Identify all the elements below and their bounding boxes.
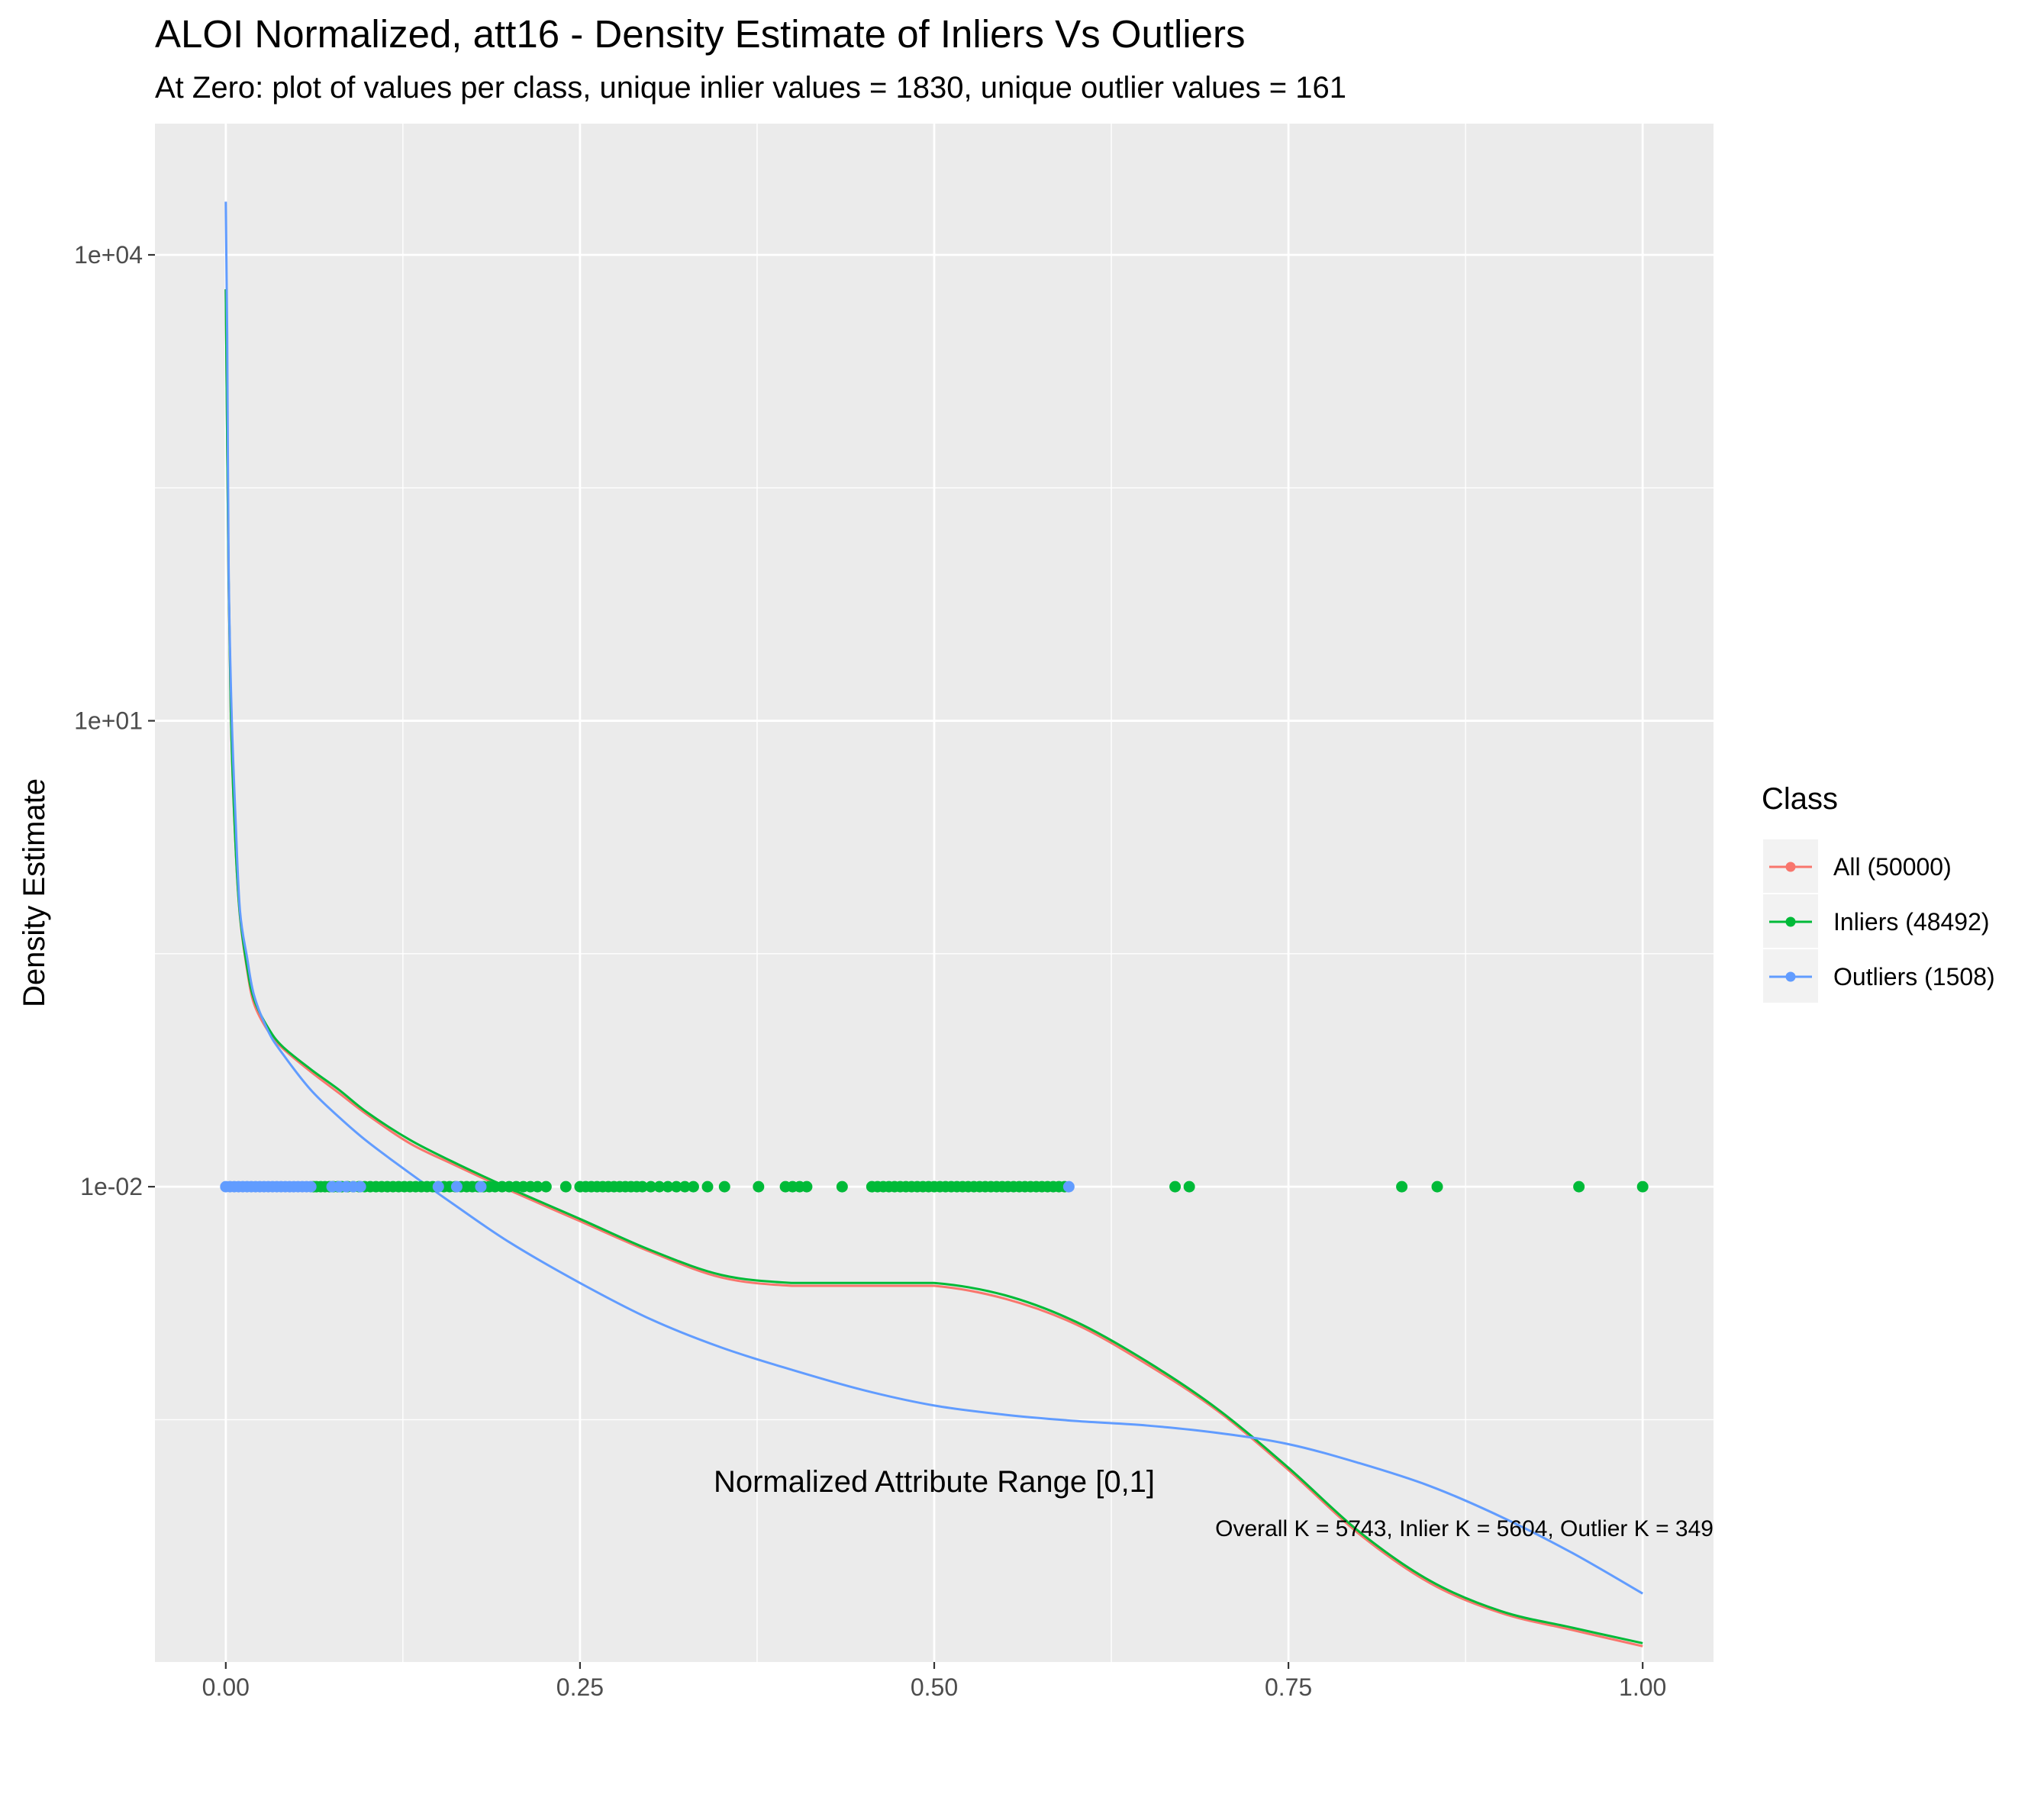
x-tick-label: 1.00 bbox=[1619, 1673, 1666, 1701]
inlier-point bbox=[687, 1181, 699, 1193]
inlier-point bbox=[1183, 1181, 1195, 1193]
inlier-point bbox=[679, 1181, 691, 1193]
x-tick-label: 0.75 bbox=[1265, 1673, 1312, 1701]
legend-item-all: All (50000) bbox=[1763, 839, 1952, 893]
inlier-point bbox=[753, 1181, 765, 1193]
legend-label: Inliers (48492) bbox=[1833, 908, 1990, 936]
x-tick-label: 0.50 bbox=[911, 1673, 958, 1701]
inlier-point bbox=[701, 1181, 714, 1193]
legend-key-point bbox=[1785, 862, 1796, 872]
legend-label: All (50000) bbox=[1833, 853, 1952, 881]
inlier-point bbox=[1169, 1181, 1182, 1193]
legend-item-inliers: Inliers (48492) bbox=[1763, 894, 1990, 948]
inlier-point bbox=[1636, 1181, 1649, 1193]
inlier-point bbox=[540, 1181, 552, 1193]
inlier-point bbox=[1396, 1181, 1408, 1193]
inlier-point bbox=[836, 1181, 848, 1193]
inlier-point bbox=[653, 1181, 666, 1193]
outlier-point bbox=[354, 1181, 366, 1193]
legend-key-point bbox=[1785, 916, 1796, 927]
outlier-point bbox=[450, 1181, 463, 1193]
legend-title: Class bbox=[1762, 782, 1838, 816]
legend-key-point bbox=[1785, 971, 1796, 982]
legend-label: Outliers (1508) bbox=[1833, 963, 1995, 990]
outlier-point bbox=[432, 1181, 444, 1193]
inlier-point bbox=[559, 1181, 572, 1193]
inlier-point bbox=[718, 1181, 730, 1193]
inlier-point bbox=[1573, 1181, 1585, 1193]
y-tick-label: 1e-02 bbox=[80, 1173, 143, 1200]
x-tick-label: 0.00 bbox=[202, 1673, 250, 1701]
inlier-point bbox=[637, 1181, 649, 1193]
inlier-point bbox=[801, 1181, 813, 1193]
legend: Class All (50000) Inliers (48492) Outliers… bbox=[1762, 782, 1995, 1003]
value-points bbox=[220, 1181, 1649, 1193]
x-axis-title: Normalized Attribute Range [0,1] bbox=[714, 1465, 1155, 1499]
y-tick-label: 1e+01 bbox=[74, 707, 143, 735]
legend-item-outliers: Outliers (1508) bbox=[1763, 949, 1995, 1003]
outlier-point bbox=[1062, 1181, 1075, 1193]
chart-caption: Overall K = 5743, Inlier K = 5604, Outli… bbox=[1215, 1516, 1714, 1541]
y-tick-label: 1e+04 bbox=[74, 241, 143, 269]
y-axis-title: Density Estimate bbox=[18, 778, 51, 1007]
axis-ticks: 0.00 0.25 0.50 0.75 1.00 1e+04 1e+01 1e-02 bbox=[74, 241, 1666, 1701]
chart-title: ALOI Normalized, att16 - Density Estimat… bbox=[155, 12, 1246, 56]
density-curves bbox=[224, 201, 1643, 1648]
outlier-point bbox=[475, 1181, 487, 1193]
inlier-point bbox=[662, 1181, 674, 1193]
inlier-point bbox=[531, 1181, 543, 1193]
series-line-outliers bbox=[224, 201, 1643, 1595]
inlier-point bbox=[670, 1181, 682, 1193]
inlier-point bbox=[1431, 1181, 1443, 1193]
x-tick-label: 0.25 bbox=[556, 1673, 604, 1701]
outlier-point bbox=[305, 1181, 317, 1193]
chart-subtitle: At Zero: plot of values per class, uniqu… bbox=[155, 71, 1346, 105]
inlier-point bbox=[645, 1181, 657, 1193]
